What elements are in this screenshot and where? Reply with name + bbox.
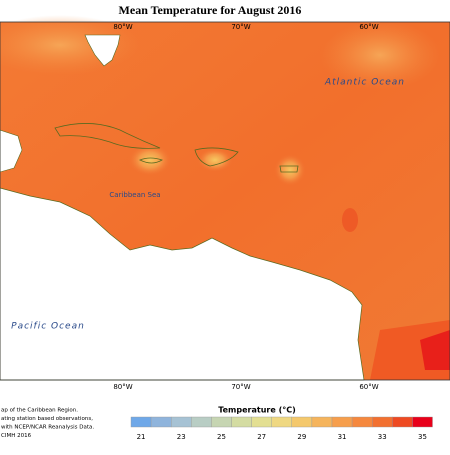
legend-tick-label: 25 [217, 433, 226, 441]
note-line: ating station based observations, [1, 416, 93, 422]
legend-swatch [231, 416, 252, 428]
note-line: with NCEP/NCAR Reanalysis Data. [1, 425, 94, 431]
coastline [279, 165, 299, 173]
hot-spot [128, 144, 172, 176]
legend-tick-label: 21 [137, 433, 146, 441]
legend-swatch [170, 416, 192, 428]
ocean-label: Pacific Ocean [11, 322, 85, 332]
field-zone [320, 20, 440, 90]
longitude-label: 60°W [359, 383, 378, 391]
legend-tick-label: 31 [338, 433, 347, 441]
legend-tick-label: 33 [378, 433, 387, 441]
ocean-label: Atlantic Ocean [324, 78, 405, 88]
legend-swatch [291, 416, 313, 428]
legend-tick-label: 27 [257, 433, 266, 441]
sea-label: Caribbean Sea [109, 191, 160, 199]
legend-swatch [392, 416, 413, 428]
coastline [54, 123, 161, 149]
legend-tick-label: 23 [177, 433, 186, 441]
longitude-label: 70°W [231, 383, 250, 391]
legend-swatch [211, 416, 232, 428]
legend-swatch [271, 416, 293, 428]
notes: ap of the Caribbean Region. ating station… [1, 408, 94, 440]
legend-tick-label: 35 [418, 433, 427, 441]
coastline [139, 157, 163, 164]
map-frame [0, 21, 450, 381]
legend-swatch [412, 416, 433, 428]
note-line: CIMH 2016 [1, 433, 32, 439]
land [84, 34, 121, 67]
longitude-labels: 80°W 70°W 60°W 80°W 70°W 60°W [113, 23, 378, 391]
hot-spot [197, 148, 233, 172]
longitude-label: 70°W [231, 23, 250, 31]
longitude-label: 80°W [113, 23, 132, 31]
legend-swatch [351, 416, 373, 428]
land [0, 187, 365, 381]
note-line: ap of the Caribbean Region. [1, 408, 78, 414]
longitude-label: 80°W [113, 383, 132, 391]
legend-swatch [150, 416, 172, 428]
map-title: Mean Temperature for August 2016 [119, 3, 302, 17]
map-area [0, 15, 450, 381]
legend-title: Temperature (°C) [218, 406, 296, 415]
longitude-label: 60°W [359, 23, 378, 31]
legend-swatch [191, 416, 212, 428]
legend: 21 23 25 27 29 31 33 35 [130, 416, 433, 441]
field-zone [420, 330, 450, 370]
land [0, 129, 23, 173]
legend-swatch [311, 416, 333, 428]
field-zone [342, 208, 358, 232]
legend-swatch [130, 416, 152, 428]
coastline [194, 147, 239, 167]
legend-swatch [331, 416, 353, 428]
legend-swatch [372, 416, 393, 428]
legend-tick-label: 29 [297, 433, 306, 441]
legend-swatch [251, 416, 272, 428]
hot-spot [274, 154, 306, 186]
